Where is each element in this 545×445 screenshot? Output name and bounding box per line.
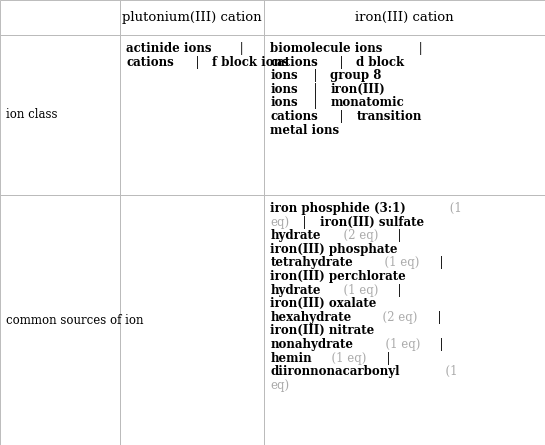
Bar <box>0 195 120 445</box>
Text: d block: d block <box>356 56 404 69</box>
Text: |: | <box>379 352 390 364</box>
Text: |: | <box>390 283 402 297</box>
Text: ions: ions <box>270 97 298 109</box>
Text: nonahydrate: nonahydrate <box>270 338 354 351</box>
Text: (2 eq): (2 eq) <box>336 229 378 242</box>
Text: iron phosphide (3:1): iron phosphide (3:1) <box>270 202 406 215</box>
Bar <box>264 0 545 35</box>
Text: |: | <box>295 215 314 229</box>
Text: eq): eq) <box>270 215 289 229</box>
Text: ions: ions <box>270 69 298 82</box>
Text: (1 eq): (1 eq) <box>378 338 420 351</box>
Bar <box>264 195 545 445</box>
Text: hydrate: hydrate <box>270 229 321 242</box>
Text: plutonium(III) cation: plutonium(III) cation <box>123 11 262 24</box>
Text: iron(III) oxalate: iron(III) oxalate <box>270 297 377 310</box>
Bar <box>120 195 264 445</box>
Text: iron(III) nitrate: iron(III) nitrate <box>270 324 375 337</box>
Bar <box>0 35 120 195</box>
Text: tetrahydrate: tetrahydrate <box>270 256 353 269</box>
Text: cations: cations <box>126 56 174 69</box>
Text: common sources of ion: common sources of ion <box>6 313 143 327</box>
Bar <box>0 0 120 35</box>
Text: iron(III) cation: iron(III) cation <box>355 11 454 24</box>
Text: iron(III) sulfate: iron(III) sulfate <box>319 215 423 229</box>
Text: hexahydrate: hexahydrate <box>270 311 352 324</box>
Bar <box>264 35 545 195</box>
Text: (1: (1 <box>438 365 457 378</box>
Text: cations: cations <box>270 56 318 69</box>
Text: ions: ions <box>270 83 298 96</box>
Text: |: | <box>430 311 441 324</box>
Bar <box>120 0 264 35</box>
Text: (1 eq): (1 eq) <box>336 283 378 297</box>
Text: iron(III) phosphate: iron(III) phosphate <box>270 243 398 256</box>
Text: (1 eq): (1 eq) <box>324 352 367 364</box>
Text: eq): eq) <box>270 379 289 392</box>
Text: |: | <box>237 42 248 55</box>
Text: ion class: ion class <box>6 109 58 121</box>
Text: |: | <box>332 56 351 69</box>
Text: actinide ions: actinide ions <box>126 42 211 55</box>
Text: monatomic: monatomic <box>330 97 404 109</box>
Text: (1 eq): (1 eq) <box>377 256 420 269</box>
Text: biomolecule ions: biomolecule ions <box>270 42 383 55</box>
Text: iron(III) perchlorate: iron(III) perchlorate <box>270 270 406 283</box>
Text: group 8: group 8 <box>330 69 382 82</box>
Text: hydrate: hydrate <box>270 283 321 297</box>
Text: |: | <box>306 97 325 109</box>
Text: |: | <box>390 229 402 242</box>
Text: |: | <box>332 110 351 123</box>
Bar <box>120 35 264 195</box>
Text: |: | <box>306 83 325 96</box>
Text: iron(III): iron(III) <box>330 83 385 96</box>
Text: |: | <box>432 338 444 351</box>
Text: |: | <box>306 69 325 82</box>
Text: metal ions: metal ions <box>270 124 340 137</box>
Text: |: | <box>415 42 427 55</box>
Text: (2 eq): (2 eq) <box>376 311 417 324</box>
Text: cations: cations <box>270 110 318 123</box>
Text: diironnonacarbonyl: diironnonacarbonyl <box>270 365 400 378</box>
Text: |: | <box>188 56 207 69</box>
Text: f block ions: f block ions <box>212 56 289 69</box>
Text: |: | <box>432 256 443 269</box>
Text: transition: transition <box>356 110 422 123</box>
Text: hemin: hemin <box>270 352 312 364</box>
Text: (1: (1 <box>446 202 462 215</box>
